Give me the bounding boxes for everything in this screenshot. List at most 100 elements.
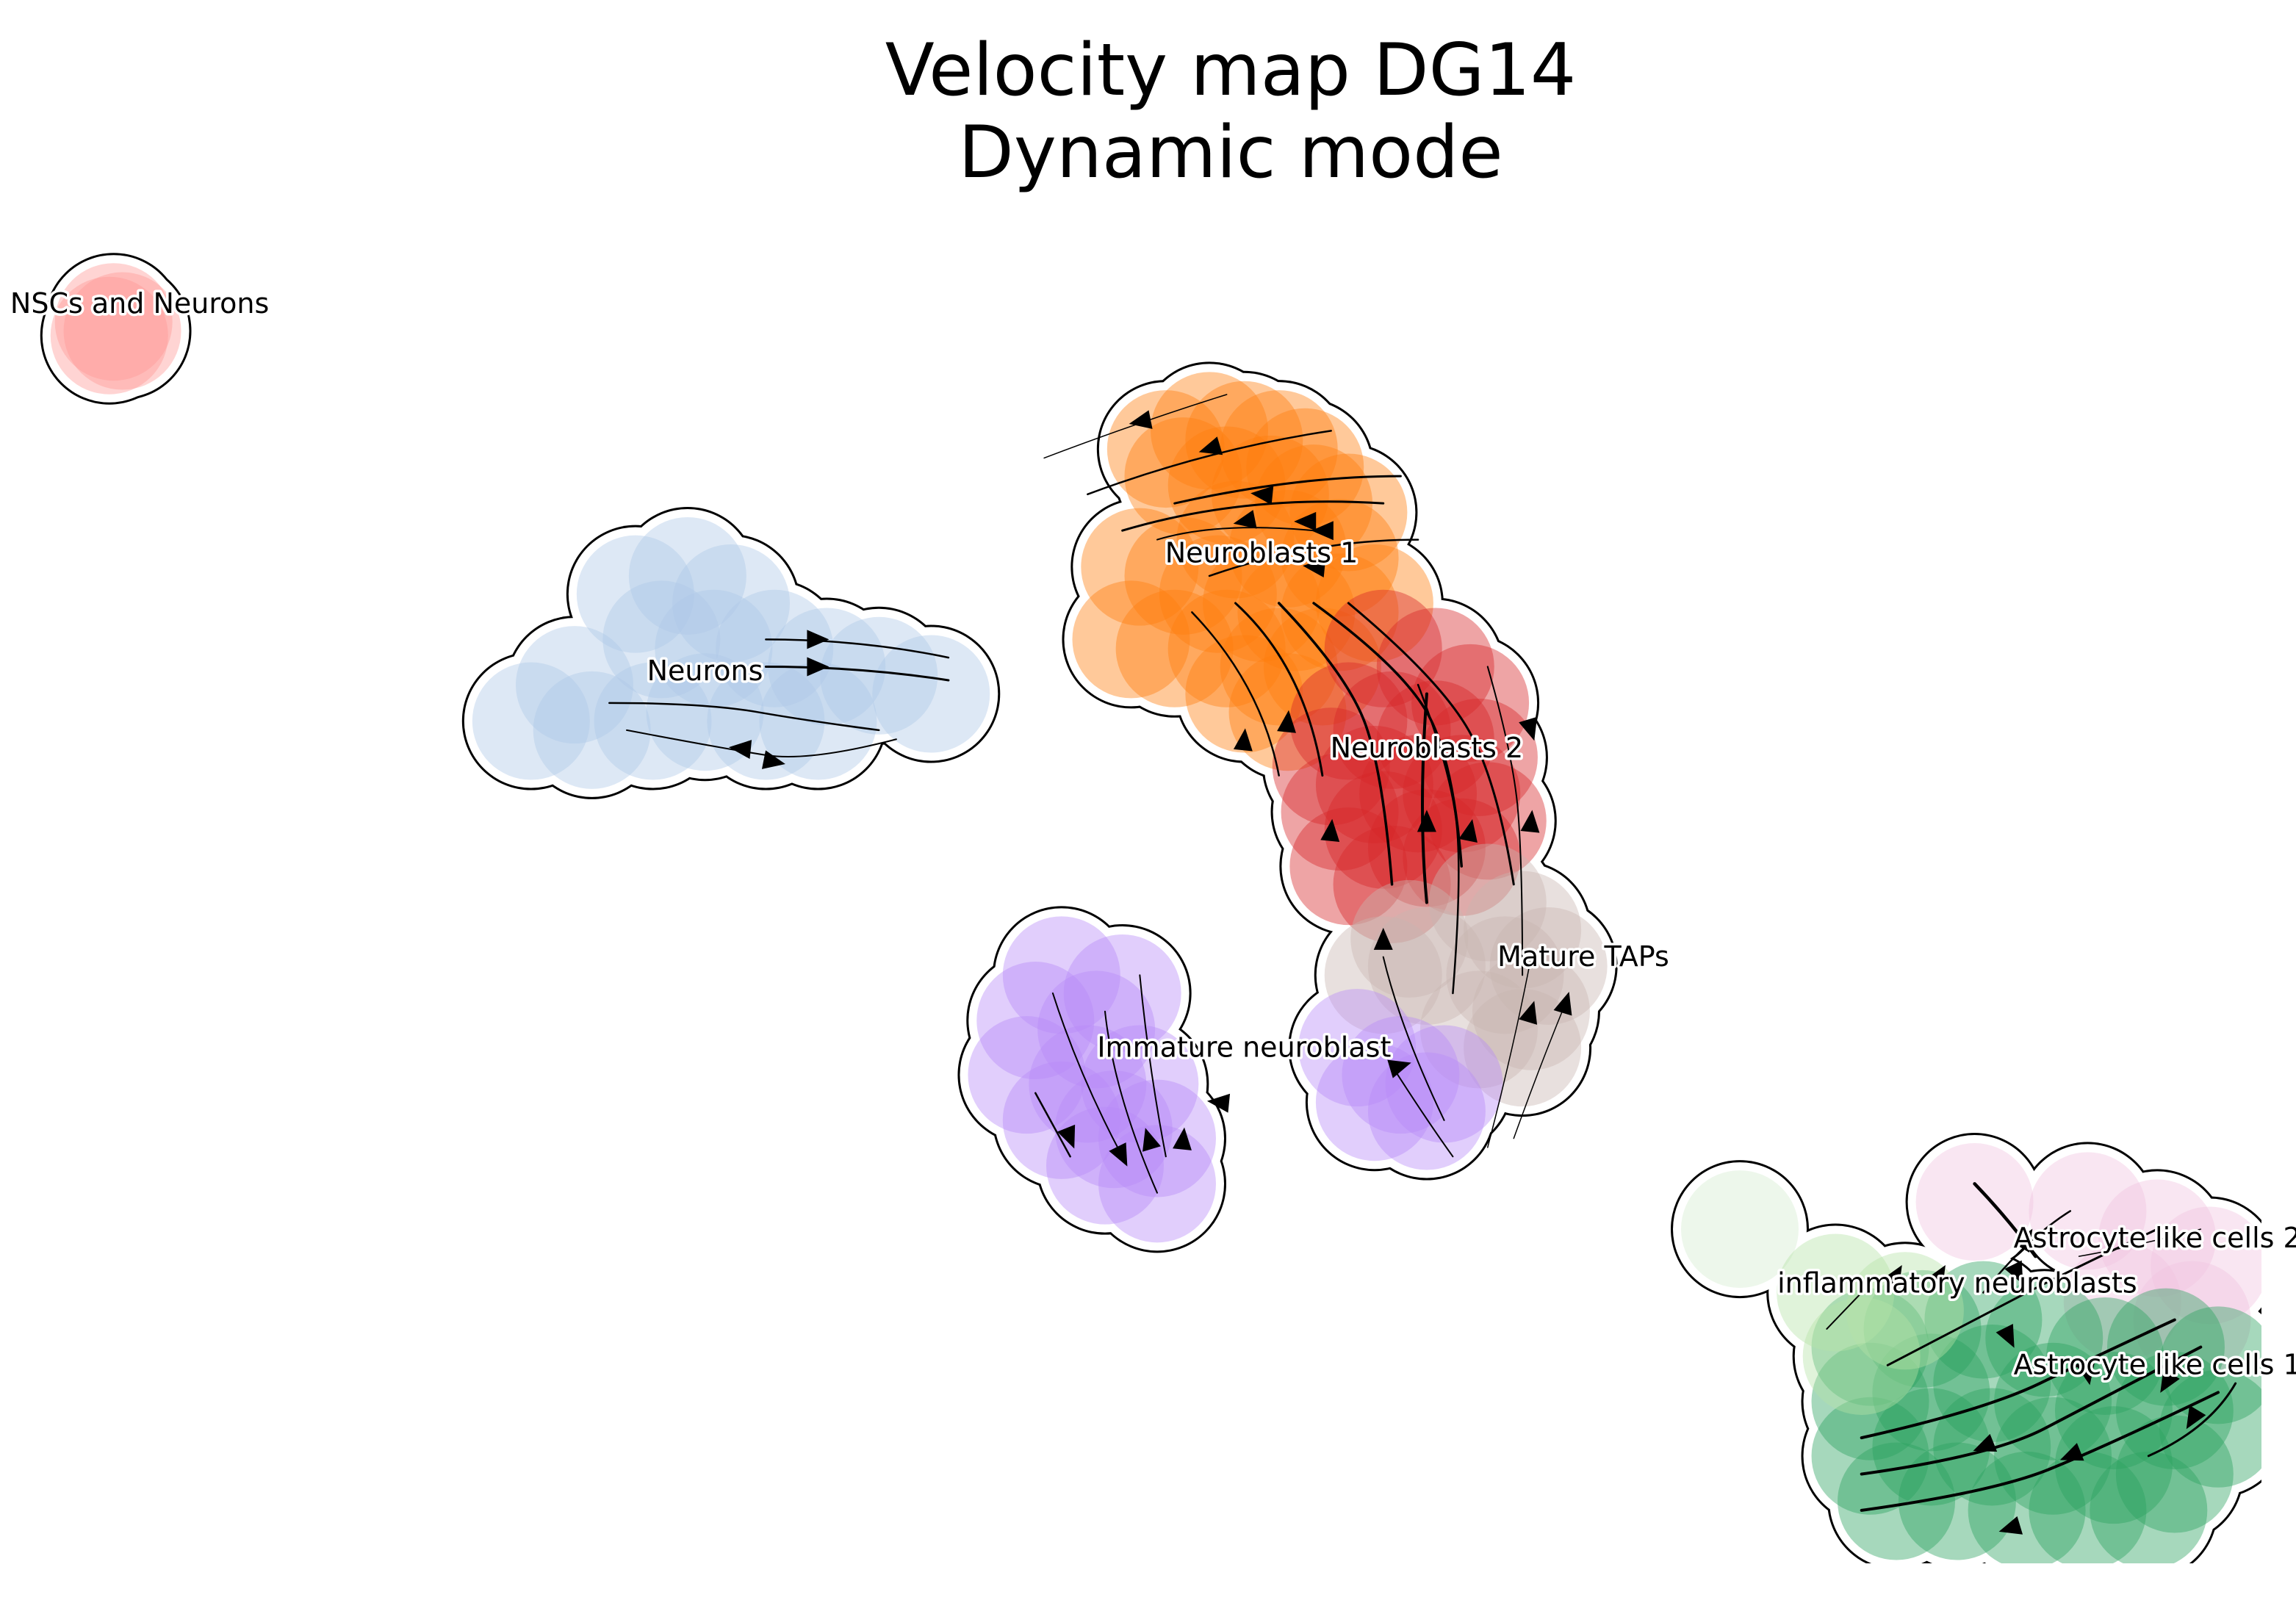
cell-point (1081, 508, 1199, 626)
cluster-label: inflammatory neuroblasts (1777, 1267, 2137, 1300)
cell-point (1272, 707, 1390, 826)
cluster-label: Mature TAPs (1497, 940, 1669, 973)
streamline (1826, 1283, 1871, 1330)
cluster-label: Immature neuroblast (1097, 1031, 1391, 1063)
cell-point (1419, 970, 1538, 1089)
cluster-label: Astrocyte like cells 1 (2014, 1349, 2296, 1381)
cell-point (1281, 753, 1399, 871)
cell-point (2054, 1406, 2173, 1524)
cell-point (2029, 1451, 2147, 1569)
cell-point (2133, 1261, 2251, 1379)
cell-point (1203, 544, 1321, 663)
streamline (1034, 1092, 1071, 1158)
streamline (1513, 1001, 1567, 1139)
cell-outline-fill (1673, 1162, 1807, 1297)
cell-point (1872, 1333, 1990, 1452)
cell-point (2054, 1352, 2173, 1470)
cell-point (533, 671, 651, 789)
streamline (1234, 602, 1324, 777)
cell-point (1098, 1079, 1216, 1197)
cell-point (1315, 725, 1433, 843)
cell-outline-fill (1907, 1135, 2042, 1269)
cell-point (1376, 680, 1494, 799)
streamline (765, 638, 950, 659)
cell-point (602, 580, 721, 699)
streamline (1087, 430, 1332, 496)
cell-point (2046, 1297, 2164, 1415)
cell-point (1255, 444, 1373, 563)
cell-point (1185, 381, 1303, 499)
cell-point (2090, 1451, 2208, 1569)
streamline (1139, 974, 1167, 1158)
cell-point (1063, 934, 1181, 1053)
cell-outline-fill (1794, 1289, 1929, 1423)
velocity-arrowhead (1519, 1001, 1538, 1025)
cell-point (2159, 1306, 2277, 1424)
cell-point (2159, 1369, 2277, 1488)
velocity-arrowhead (2004, 1260, 2023, 1285)
cell-point (1367, 1052, 1486, 1170)
velocity-arrowhead (1303, 558, 1326, 578)
cell-point (2115, 1352, 2234, 1470)
streamline (1051, 993, 1123, 1158)
velocity-arrowhead (1311, 521, 1334, 541)
velocity-arrowhead (2012, 1228, 2033, 1253)
streamline (1421, 692, 1428, 904)
cell-point (515, 626, 633, 744)
cell-outline-fill (2081, 1443, 2216, 1577)
cell-point (716, 589, 834, 707)
streamline (1173, 475, 1402, 505)
cell-point (1350, 879, 1469, 998)
cell-point (1681, 1170, 1799, 1289)
cell-point (1289, 662, 1408, 780)
cell-point (1333, 671, 1451, 789)
cell-point (1994, 1397, 2112, 1515)
cell-point (1376, 608, 1494, 726)
velocity-arrowhead (1233, 728, 1253, 752)
velocity-arrowhead (1109, 1142, 1128, 1167)
streamline (1382, 956, 1445, 1121)
cell-outline-fill (1359, 1044, 1494, 1178)
cell-point (1777, 1233, 1895, 1352)
cell-point (1072, 580, 1190, 699)
velocity-arrowhead (1387, 1059, 1411, 1078)
velocity-arrowhead (1926, 1264, 1946, 1289)
cell-point (1411, 644, 1530, 762)
velocity-arrowhead (1519, 716, 1538, 741)
streamline (1886, 1228, 2159, 1366)
cell-point (872, 635, 990, 753)
cell-point (1811, 1397, 1929, 1515)
velocity-arrowhead (807, 630, 829, 649)
velocity-arrowhead (1233, 510, 1257, 529)
cell-point (50, 276, 168, 395)
streamline (1191, 611, 1280, 777)
velocity-arrowhead (1206, 1093, 1231, 1113)
cell-point (1324, 589, 1442, 707)
cell-point (2106, 1288, 2225, 1406)
velocity-arrowhead (1417, 810, 1436, 832)
cell-point (1811, 1342, 1929, 1460)
cell-outline-fill (42, 268, 176, 403)
velocity-arrowhead (1973, 1433, 1998, 1452)
velocity-arrowhead (1998, 1516, 2023, 1535)
velocity-arrowhead (761, 750, 785, 769)
cell-point (1315, 1043, 1433, 1161)
velocity-arrowhead (728, 740, 752, 760)
cell-point (1811, 1288, 1929, 1406)
cell-point (820, 616, 938, 735)
cell-point (1289, 807, 1408, 926)
velocity-arrowhead (1250, 486, 1274, 505)
cell-point (1872, 1388, 1990, 1506)
cell-point (2151, 1206, 2269, 1325)
cell-outline-fill (864, 627, 998, 761)
cell-point (1185, 635, 1303, 753)
cell-point (628, 516, 746, 635)
velocity-arrowhead (1458, 819, 1478, 843)
cell-point (1151, 372, 1269, 490)
streamline (1104, 1010, 1158, 1194)
cell-point (1924, 1261, 2043, 1379)
streamline (1860, 1391, 2220, 1512)
cell-point (1489, 907, 1608, 1025)
velocity-arrowhead (2059, 1443, 2084, 1461)
